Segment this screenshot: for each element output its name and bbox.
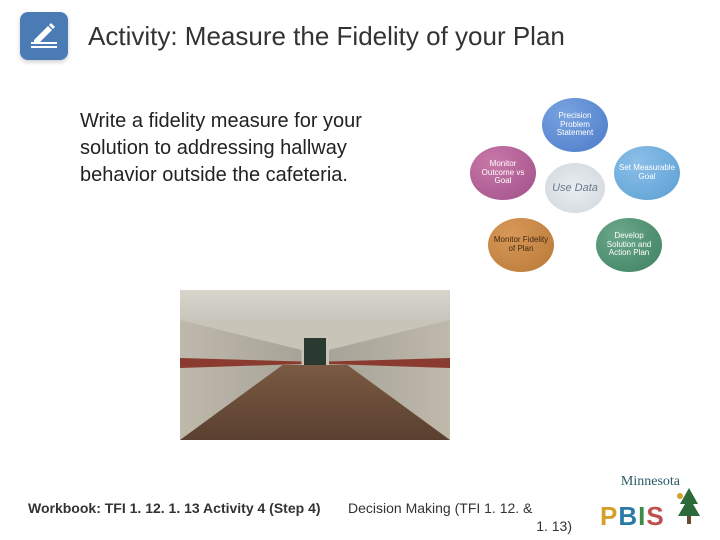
- logo-state: Minnesota: [621, 474, 680, 490]
- diagram-bubble-set-goal: Set Measurable Goal: [614, 146, 680, 200]
- slide-title: Activity: Measure the Fidelity of your P…: [88, 21, 565, 52]
- diagram-bubble-monitor-outcome: Monitor Outcome vs Goal: [470, 146, 536, 200]
- use-data-cycle-diagram: Use Data Precision Problem Statement Set…: [470, 98, 680, 278]
- footer-overlap-text: Decision Making (TFI 1. 12. &: [348, 500, 532, 516]
- hallway-photo: [180, 290, 450, 440]
- diagram-center: Use Data: [545, 163, 605, 213]
- slide-content: Write a fidelity measure for your soluti…: [0, 68, 720, 199]
- footer-line2: 1. 13): [536, 518, 572, 534]
- diagram-bubble-precision-problem: Precision Problem Statement: [542, 98, 608, 152]
- body-text: Write a fidelity measure for your soluti…: [80, 108, 400, 189]
- mn-pbis-logo: Minnesota PBIS: [600, 474, 710, 534]
- diagram-bubble-develop-solution: Develop Solution and Action Plan: [596, 218, 662, 272]
- slide-header: Activity: Measure the Fidelity of your P…: [0, 0, 720, 68]
- slide-footer: Workbook: TFI 1. 12. 1. 13 Activity 4 (S…: [28, 500, 692, 516]
- diagram-bubble-monitor-fidelity: Monitor Fidelity of Plan: [488, 218, 554, 272]
- logo-letters: PBIS: [600, 501, 665, 532]
- footer-workbook-ref: Workbook: TFI 1. 12. 1. 13 Activity 4 (S…: [28, 500, 321, 516]
- pencil-icon: [20, 12, 68, 60]
- tree-icon: [674, 486, 704, 526]
